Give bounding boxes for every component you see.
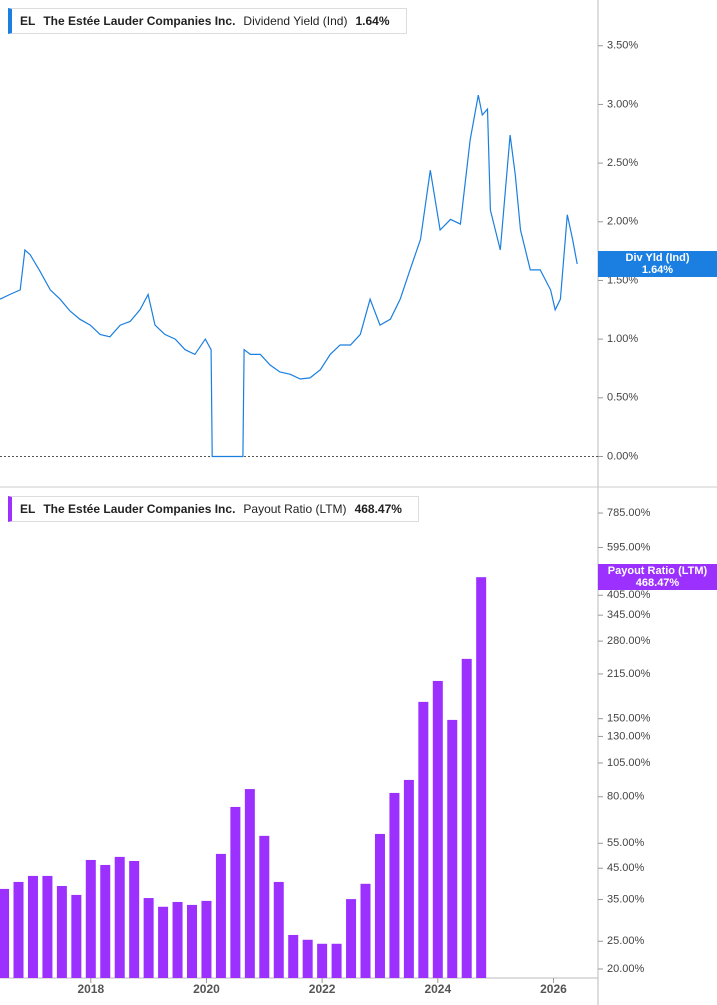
bar xyxy=(302,939,313,978)
bar xyxy=(143,898,154,978)
badge-title: Div Yld (Ind) xyxy=(625,252,690,265)
y-tick-label: 105.00% xyxy=(607,757,651,769)
ticker: EL xyxy=(20,502,36,516)
bar xyxy=(230,806,241,978)
x-tick-label: 2020 xyxy=(193,982,220,996)
bar xyxy=(27,875,38,978)
badge-value: 1.64% xyxy=(641,264,674,277)
bar xyxy=(273,881,284,978)
bar xyxy=(13,881,24,978)
bar xyxy=(71,894,82,978)
y-tick-label: 280.00% xyxy=(607,635,651,647)
x-tick-label: 2018 xyxy=(77,982,104,996)
bar xyxy=(346,899,357,978)
value-badge: Div Yld (Ind) 1.64% xyxy=(598,251,717,278)
bar xyxy=(187,904,198,978)
bar xyxy=(172,901,183,978)
y-tick-label: 25.00% xyxy=(607,935,645,947)
bar xyxy=(0,888,10,978)
metric: Payout Ratio (LTM) xyxy=(243,502,347,516)
y-tick-label: 3.50% xyxy=(607,40,638,52)
bar xyxy=(114,856,125,978)
y-tick-label: 35.00% xyxy=(607,893,645,905)
x-tick-label: 2022 xyxy=(309,982,336,996)
y-tick-label: 1.50% xyxy=(607,274,638,286)
y-tick-label: 215.00% xyxy=(607,668,651,680)
bar xyxy=(403,779,414,978)
y-tick-label: 150.00% xyxy=(607,713,651,725)
x-tick-label: 2026 xyxy=(540,982,567,996)
bar xyxy=(476,577,487,978)
current-value: 468.47% xyxy=(354,502,402,516)
company: The Estée Lauder Companies Inc. xyxy=(43,14,236,28)
y-tick-label: 20.00% xyxy=(607,963,645,975)
bar xyxy=(374,833,385,978)
y-tick-label: 55.00% xyxy=(607,837,645,849)
bar xyxy=(100,864,111,978)
line xyxy=(0,94,578,458)
y-tick-label: 0.00% xyxy=(607,450,638,462)
y-tick-label: 2.00% xyxy=(607,216,638,228)
bar xyxy=(85,859,96,978)
y-tick-label: 345.00% xyxy=(607,609,651,621)
bar xyxy=(158,906,169,978)
bar xyxy=(259,835,270,978)
legend: EL The Estée Lauder Companies Inc. Payout … xyxy=(8,496,419,522)
bar xyxy=(42,875,53,978)
y-tick-label: 0.50% xyxy=(607,392,638,404)
y-tick-label: 595.00% xyxy=(607,541,651,553)
y-tick-label: 1.00% xyxy=(607,333,638,345)
value-badge: Payout Ratio (LTM) 468.47% xyxy=(598,564,717,591)
bar xyxy=(360,883,371,978)
bar xyxy=(389,792,400,978)
y-tick-label: 80.00% xyxy=(607,791,645,803)
bar xyxy=(432,680,443,978)
y-tick-label: 405.00% xyxy=(607,589,651,601)
bar xyxy=(461,658,472,978)
y-tick-label: 45.00% xyxy=(607,862,645,874)
bar xyxy=(129,860,140,978)
y-tick-label: 130.00% xyxy=(607,730,651,742)
x-tick-label: 2024 xyxy=(424,982,451,996)
y-tick-label: 3.00% xyxy=(607,98,638,110)
bar xyxy=(215,853,226,978)
bar xyxy=(244,789,255,978)
bar xyxy=(418,701,429,978)
bar xyxy=(201,900,212,978)
bar xyxy=(317,943,328,978)
badge-value: 468.47% xyxy=(635,577,680,590)
y-tick-label: 785.00% xyxy=(607,507,651,519)
bar xyxy=(447,719,458,978)
bar xyxy=(331,943,342,978)
company: The Estée Lauder Companies Inc. xyxy=(43,502,236,516)
badge-title: Payout Ratio (LTM) xyxy=(607,565,708,578)
ticker: EL xyxy=(20,14,36,28)
bar xyxy=(56,886,67,978)
metric: Dividend Yield (Ind) xyxy=(243,14,348,28)
current-value: 1.64% xyxy=(355,14,390,28)
bar xyxy=(288,934,299,978)
legend: EL The Estée Lauder Companies Inc. Dividen… xyxy=(8,8,407,34)
y-tick-label: 2.50% xyxy=(607,157,638,169)
